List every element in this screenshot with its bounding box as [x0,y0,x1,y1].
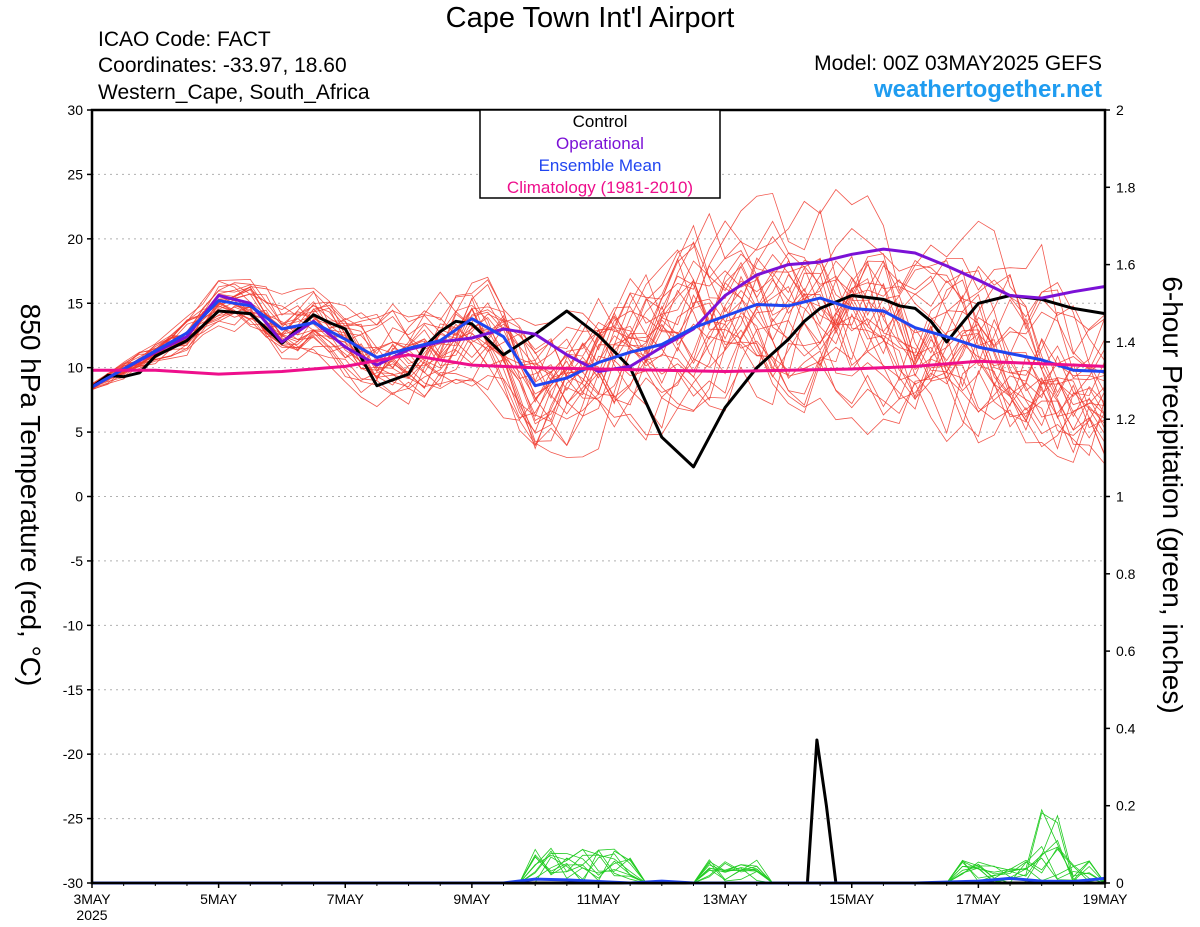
precip-line-control [92,738,1105,885]
y-tick-label-left: -5 [71,553,84,569]
x-tick-label: 9MAY [453,891,491,907]
x-tick-label: 19MAY [1083,891,1129,907]
model-run: Model: 00Z 03MAY2025 GEFS [814,52,1102,75]
legend-entry: Ensemble Mean [539,156,662,175]
y-tick-label-left: 20 [67,231,83,247]
y-tick-label-left: 25 [67,166,83,182]
x-tick-label: 17MAY [956,891,1002,907]
y-tick-label-right: 1.4 [1116,334,1136,350]
ensemble-member-temp-17 [91,242,1106,458]
ensemble-member-temp-21 [91,228,1106,427]
y-tick-label-right: 1 [1116,489,1124,505]
legend-entry: Operational [556,134,644,153]
x-tick-label: 7MAY [327,891,365,907]
chart-title: Cape Town Int'l Airport [445,2,735,34]
ensemble-member-temp-29 [91,257,1106,409]
ensemble-member-precip-9 [92,839,1106,884]
ensemble-member-precip-4 [92,812,1106,884]
legend-box [479,109,721,199]
y-tick-label-left: 30 [67,102,83,118]
y-tick-label-right: 0.4 [1116,720,1136,736]
legend: Control Operational Ensemble Mean Climatolo… [479,109,721,199]
x-tick-label: 15MAY [829,891,875,907]
y-tick-label-right: 1.6 [1116,257,1136,273]
y-tick-label-left: 0 [75,489,83,505]
x-tick-label: 11MAY [577,891,621,907]
grid [92,173,1105,820]
x-tick-label: 3MAY [73,891,111,907]
precip-series [92,738,1106,885]
temp-line-climatology-1981-2010- [92,353,1106,376]
website-link[interactable]: weathertogether.net [873,76,1102,103]
temp-line-ensemble-mean [91,296,1106,389]
ensemble-member-temp-4 [91,275,1106,457]
y-tick-label-left: -15 [63,682,83,698]
ensemble-member-temp-24 [91,220,1106,442]
ensemble-member-temp-26 [91,278,1106,447]
ensemble-member-temp-12 [91,192,1106,456]
ensemble-member-precip-5 [92,855,1106,884]
y-tick-label-right: 0.6 [1116,643,1136,659]
ensemble-member-precip-0 [92,808,1106,884]
y-tick-label-right: 0 [1116,875,1124,891]
legend-entry: Control [573,112,628,131]
region: Western_Cape, South_Africa [98,81,370,104]
icao-code: ICAO Code: FACT [98,28,271,51]
y-tick-label-left: -10 [63,617,83,633]
y-tick-label-right: 1.8 [1116,179,1136,195]
x-tick-label: 13MAY [703,891,749,907]
y-tick-label-left: -20 [63,746,83,762]
ensemble-member-temp-10 [91,252,1106,429]
y-tick-label-right: 0.8 [1116,566,1136,582]
y-tick-label-left: 15 [67,295,83,311]
temp-line-operational [91,247,1106,389]
x-year-label: 2025 [76,907,107,923]
y-tick-label-left: 5 [75,424,83,440]
x-tick-label: 5MAY [200,891,238,907]
coordinates: Coordinates: -33.97, 18.60 [98,54,347,77]
y-tick-label-left: -30 [63,875,83,891]
y-tick-label-left: -25 [63,811,83,827]
y-tick-label-right: 2 [1116,102,1124,118]
y-tick-label-left: 10 [67,360,83,376]
temperature-series [91,247,1106,469]
y-tick-label-right: 1.2 [1116,411,1136,427]
y-tick-label-right: 0.2 [1116,798,1136,814]
legend-entry: Climatology (1981-2010) [507,178,693,197]
ensemble-members [91,188,1106,465]
temp-line-control [91,294,1106,469]
